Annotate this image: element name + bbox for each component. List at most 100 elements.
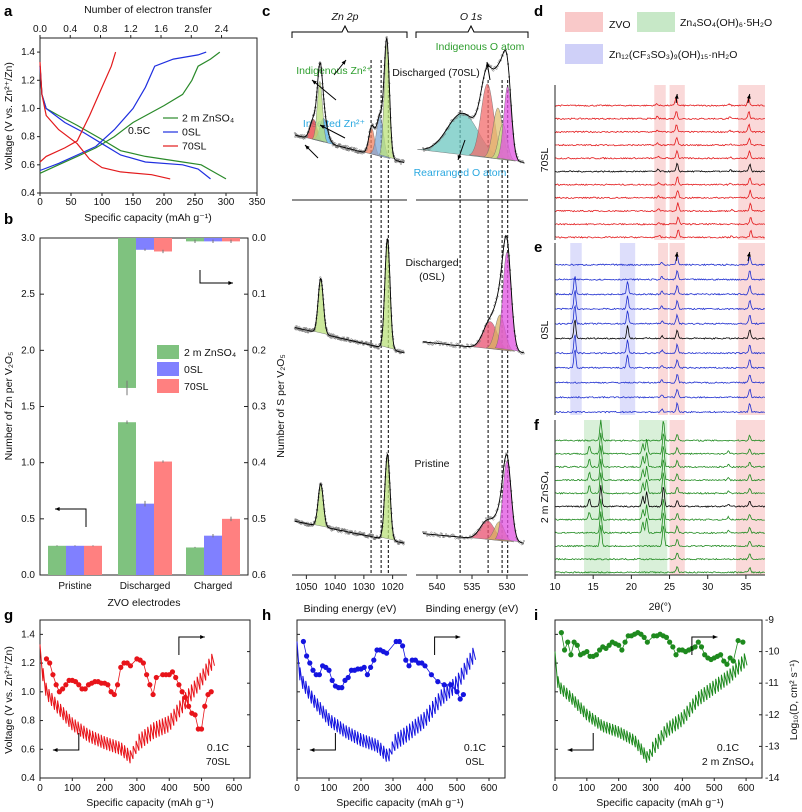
i-rate: 0.1C	[717, 742, 740, 754]
i-diffusivity-point	[721, 658, 727, 664]
i-diffusivity-point	[593, 652, 600, 658]
def-xtick-label: 20	[626, 582, 638, 593]
i-ytick-right-label: -11	[765, 678, 779, 689]
e-phase-band	[619, 243, 636, 415]
d-xrd-trace	[554, 176, 766, 186]
c-o-row2-data-point	[438, 535, 441, 539]
e-xrd-trace	[554, 374, 765, 384]
a-ytick-label: 1.2	[21, 75, 35, 86]
c-o-row2-data-point	[440, 532, 443, 535]
g-diffusivity-point	[43, 656, 50, 662]
g-diffusivity-point	[47, 660, 53, 666]
h-xtick-label: 0	[294, 783, 300, 794]
i-left-axis-arrow	[567, 733, 594, 751]
i-left-axis-arrow-head	[567, 748, 573, 752]
e-xrd-trace	[554, 290, 766, 311]
g-diffusivity-point	[144, 672, 150, 678]
c-o-row1-data-point	[467, 343, 470, 347]
i-diffusivity-point	[730, 658, 736, 664]
legend-swatch-zvo	[565, 12, 603, 32]
a-ylabel: Voltage (V vs. Zn²⁺/Zn)	[3, 62, 15, 170]
c-o-row1-fit-peak	[494, 251, 521, 352]
g-ytick-label: 0.6	[21, 744, 35, 755]
i-diffusivity-point	[695, 639, 701, 645]
h-xtick-label: 400	[417, 783, 434, 794]
c-zn-row0-data-point	[344, 144, 347, 147]
panel-label-h: h	[262, 607, 271, 624]
f-xrd-trace	[554, 432, 765, 456]
c-zn-row0-data-point	[355, 150, 358, 154]
g-diffusivity-point	[72, 679, 79, 685]
d-xrd-trace	[554, 123, 766, 134]
h-diffusivity-point	[316, 672, 322, 678]
h-diffusivity-point	[310, 667, 316, 673]
a-legend-label: 0SL	[182, 127, 201, 139]
g-diffusivity-point	[198, 726, 205, 732]
chart-marks: 0 50 100 150 200 250 300 3500.40.60.81.01.21.40…	[21, 24, 780, 794]
c-xlabel-o: Binding energy (eV)	[426, 603, 519, 615]
i-diffusivity-point	[584, 649, 590, 655]
b-left-axis-arrow-head	[55, 507, 60, 511]
h-xtick-label: 600	[481, 783, 498, 794]
d-xrd-trace	[554, 162, 765, 173]
b-legend-swatch	[157, 379, 179, 393]
c-zn-row2-data-point	[402, 543, 405, 546]
c-o-row1-data-point	[445, 341, 448, 344]
g-diffusivity-point	[169, 669, 176, 675]
c-o-row2-data-point	[469, 534, 472, 537]
c-zn-row2-data-point	[340, 531, 343, 534]
a-top-xtick-label: 0.8	[94, 24, 108, 35]
c-o-row0-data-point	[490, 64, 493, 67]
a-xtick-label: 250	[187, 197, 204, 208]
c-o-row1-data-point	[421, 341, 425, 344]
c-zn-row0-data-point	[343, 148, 346, 151]
b-legend-label: 2 m ZnSO₄	[184, 347, 236, 359]
i-ytick-right-label: -10	[765, 647, 780, 658]
h-right-axis-arrow	[434, 636, 461, 655]
g-diffusivity-point	[111, 691, 117, 698]
g-left-axis-arrow	[52, 733, 80, 751]
i-diffusivity-point	[663, 634, 670, 640]
h-plot-area	[296, 619, 506, 779]
b-bar-s-discharged	[118, 238, 136, 388]
i-diffusivity-point	[735, 637, 741, 644]
b-bar-zn-pristine	[48, 545, 66, 575]
c-o-row0-data-point	[504, 48, 508, 51]
h-diffusivity-point	[304, 653, 310, 659]
a-legend-label: 2 m ZnSO₄	[182, 113, 234, 125]
i-diffusivity-point	[670, 644, 676, 650]
c-o-row1-data-point	[438, 343, 441, 347]
c-zn-row0-data-point	[350, 146, 353, 149]
i-diffusivity-point	[667, 639, 673, 645]
g-diffusivity-line	[46, 658, 212, 730]
b-bar-s-discharged	[136, 238, 154, 250]
h-left-axis-arrow-head	[309, 748, 315, 752]
c-o-row1-data-point	[435, 340, 438, 343]
c-o-row2-data-point	[451, 533, 454, 536]
i-diffusivity-point	[622, 639, 628, 645]
g-diffusivity-point	[50, 672, 56, 678]
i-diffusivity-point	[558, 630, 564, 636]
c-o-row2-data-point	[522, 539, 525, 543]
c-zn-row0-data-point	[354, 147, 357, 150]
c-arrow-indigenous-o-head	[485, 62, 490, 67]
i-xtick-label: 0	[552, 783, 558, 794]
g-diffusivity-point	[53, 682, 59, 688]
g-diffusivity-point	[76, 682, 82, 688]
a-top-xlabel: Number of electron transfer	[84, 4, 212, 16]
panel-label-g: g	[4, 607, 13, 624]
panel-label-e: e	[534, 239, 542, 256]
c-o-row2-data-point	[458, 537, 461, 540]
i-diffusivity-point	[702, 652, 708, 658]
g-diffusivity-point	[82, 686, 88, 692]
c-zn-row1-data-point	[345, 339, 348, 342]
b-ytick-label: 0.0	[21, 570, 35, 581]
d-xrd-trace	[554, 189, 766, 200]
g-diffusivity-point	[179, 689, 185, 695]
c-indigenous-o: Indigenous O atom	[436, 41, 525, 53]
c-o-row2-data-point	[429, 534, 432, 537]
g-diffusivity-point	[127, 663, 134, 669]
g-sample: 70SL	[206, 756, 231, 768]
c-zn-row1-data-point	[399, 349, 402, 352]
